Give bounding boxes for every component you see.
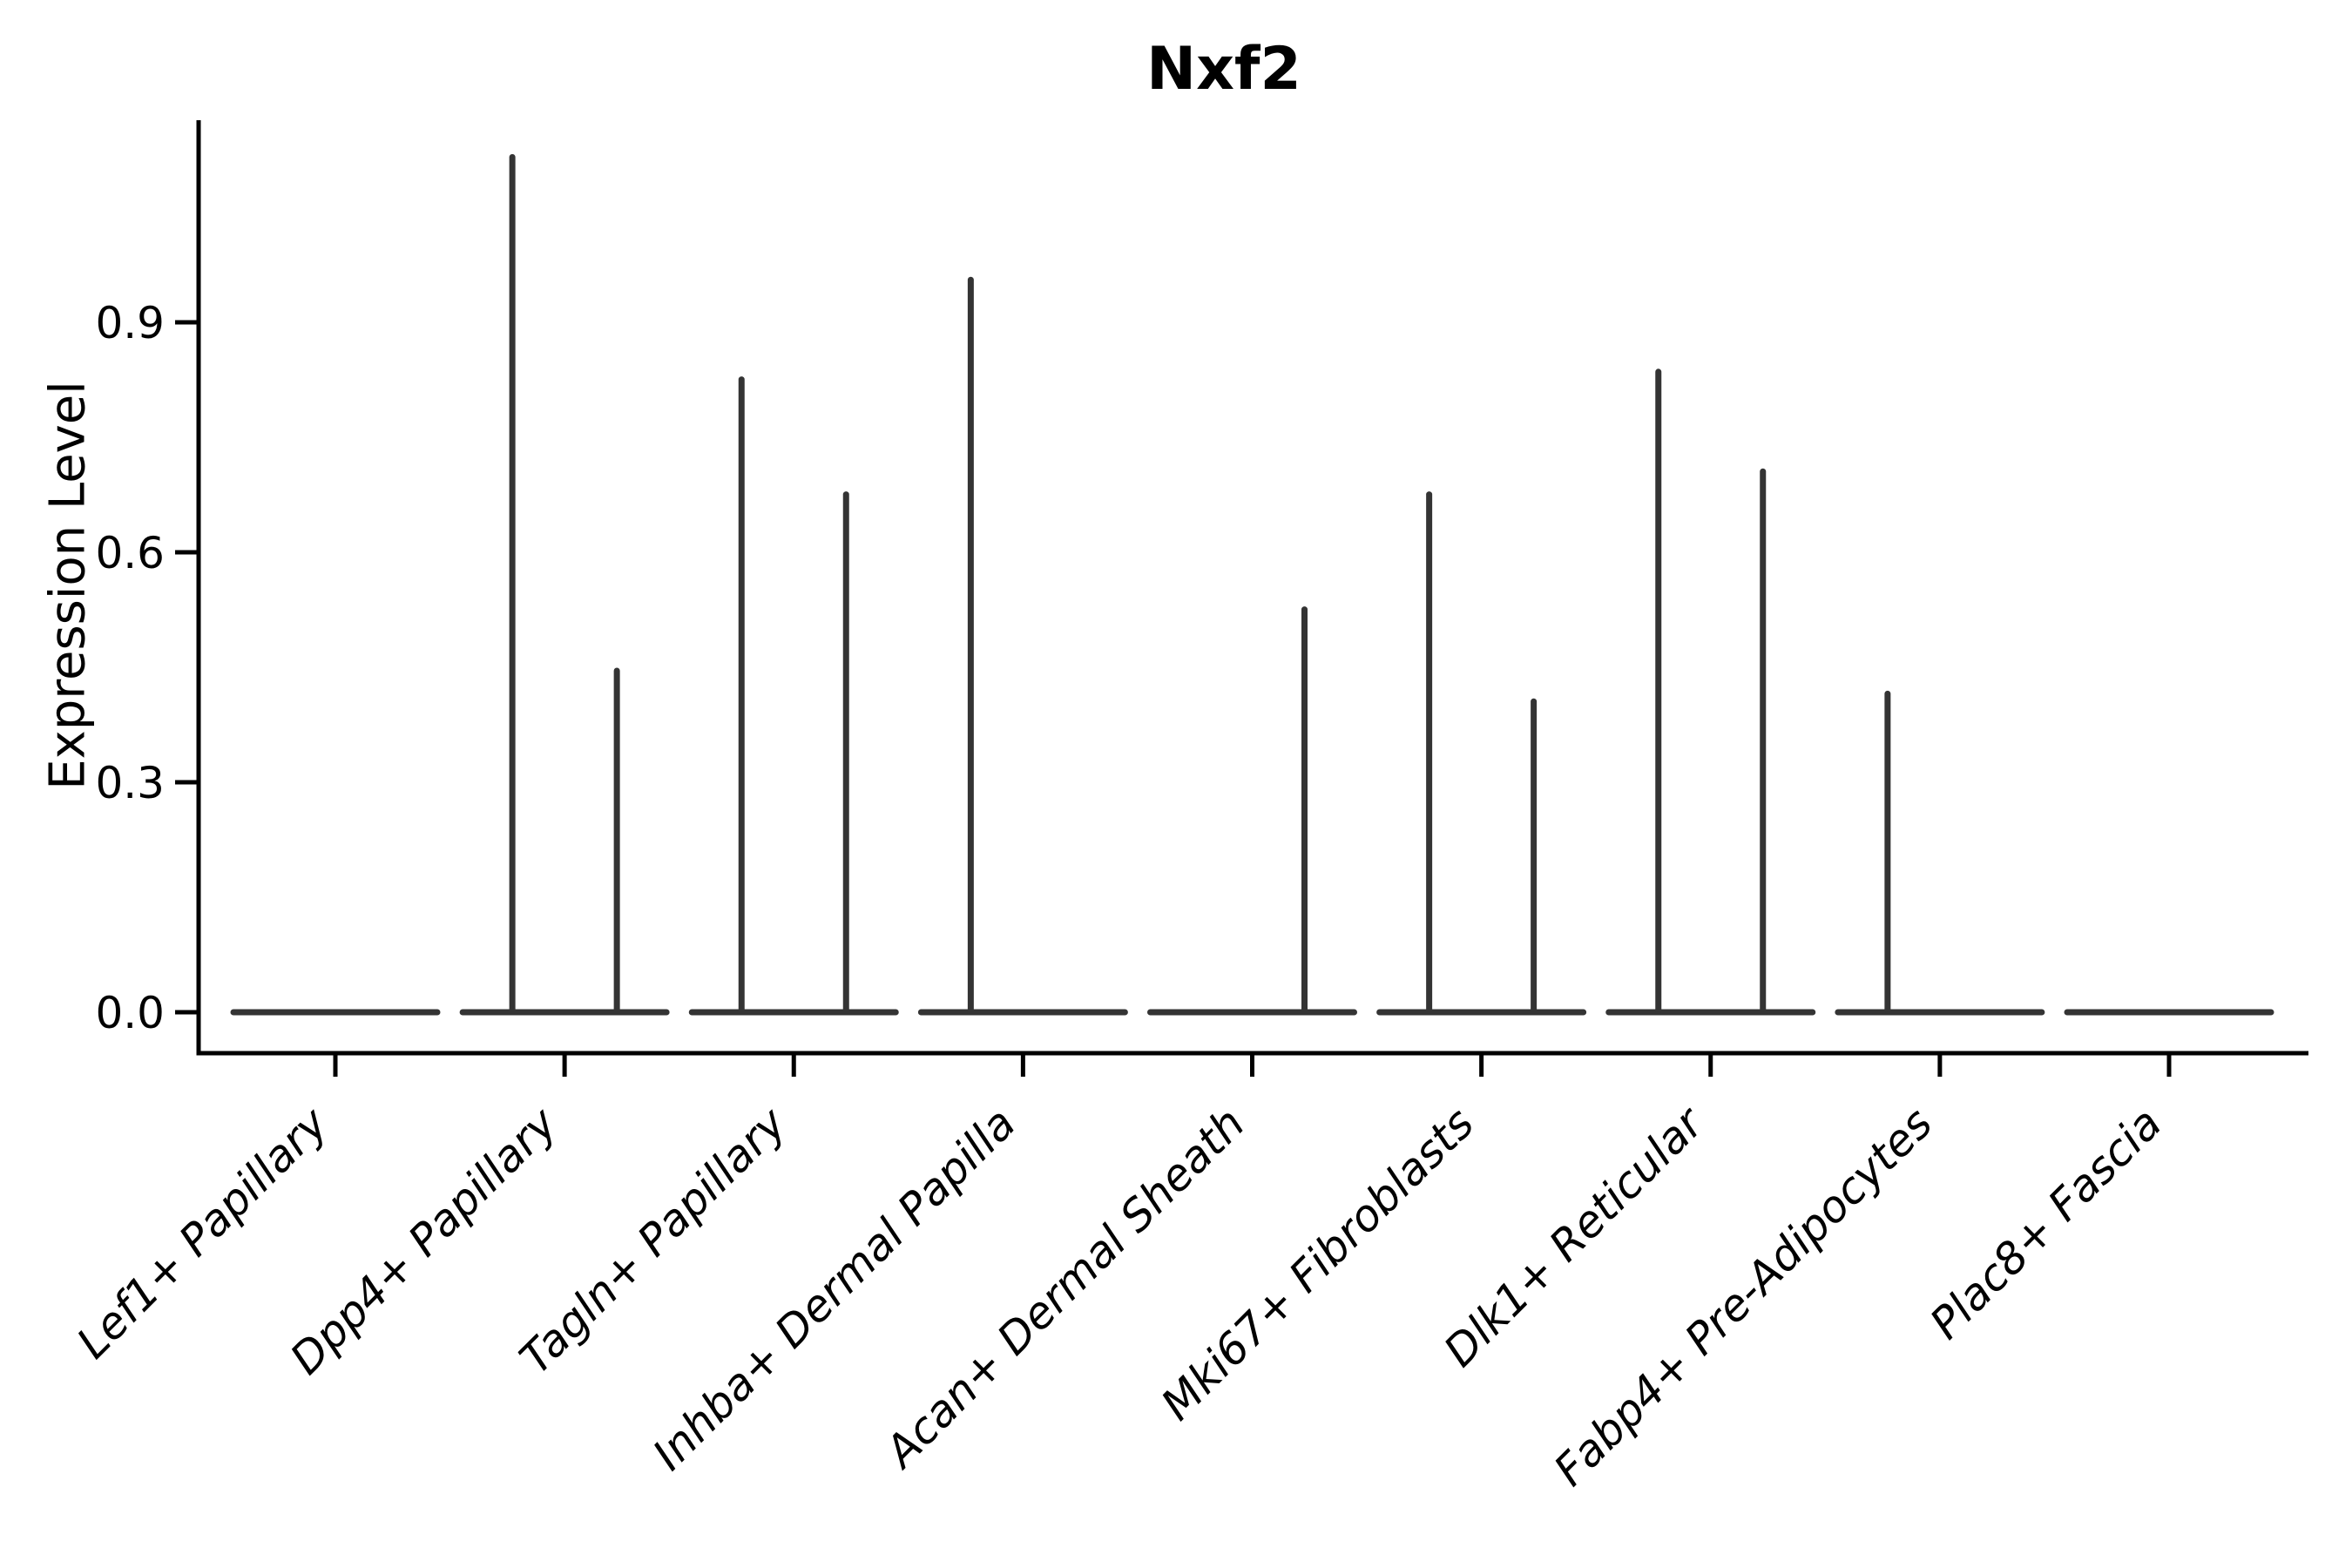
x-tick-label: Inhba+ Dermal Papilla xyxy=(643,1098,1024,1479)
y-tick-label: 0.9 xyxy=(95,298,165,348)
x-tick-label: Plac8+ Fascia xyxy=(1921,1098,2172,1348)
plot-title: Nxf2 xyxy=(1146,35,1301,104)
x-tick-label: Acan+ Dermal Sheath xyxy=(874,1098,1254,1478)
x-tick-label: Fabp4+ Pre-Adipocytes xyxy=(1544,1098,1943,1496)
x-tick-label: Lef1+ Papillary xyxy=(67,1097,338,1368)
y-tick-label: 0.6 xyxy=(95,528,165,578)
y-tick-label: 0.0 xyxy=(95,988,165,1038)
y-tick-label: 0.3 xyxy=(95,758,165,808)
